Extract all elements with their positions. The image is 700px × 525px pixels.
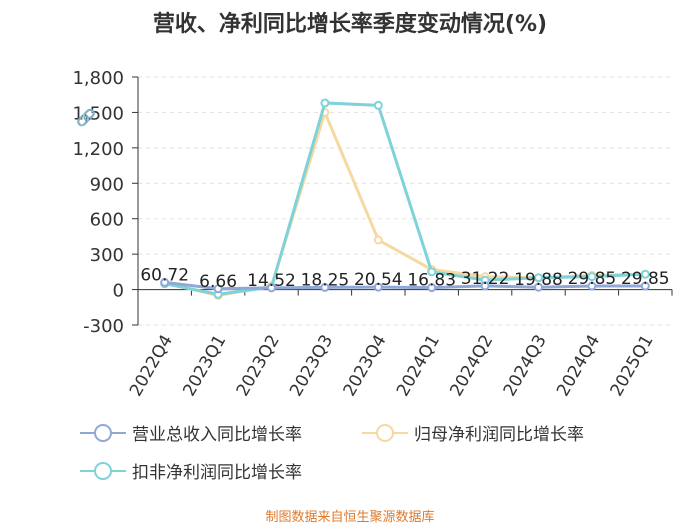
y-tick-label: 0 bbox=[113, 281, 124, 302]
data-label: 29.85 bbox=[621, 269, 670, 289]
data-point[interactable] bbox=[373, 282, 383, 292]
data-label: 18.25 bbox=[301, 270, 350, 290]
y-tick-label: 300 bbox=[90, 245, 124, 266]
series-layer bbox=[160, 98, 650, 300]
x-tick-label: 2024Q4 bbox=[553, 332, 604, 400]
data-point[interactable] bbox=[160, 277, 170, 287]
legend-item-revenue[interactable]: 营业总收入同比增长率 bbox=[80, 420, 302, 445]
x-tick-label: 2024Q3 bbox=[500, 332, 551, 400]
x-tick-label: 2022Q4 bbox=[126, 332, 177, 400]
data-label: 60.72 bbox=[140, 265, 189, 285]
legend-label: 营业总收入同比增长率 bbox=[132, 425, 302, 445]
legend-label: 扣非净利润同比增长率 bbox=[132, 463, 302, 483]
data-point[interactable] bbox=[427, 283, 437, 293]
x-tick-label: 2023Q2 bbox=[233, 332, 284, 400]
legend-marker-icon bbox=[80, 423, 126, 442]
data-point[interactable] bbox=[373, 235, 383, 245]
legend-marker-icon bbox=[362, 423, 408, 442]
data-point[interactable] bbox=[534, 273, 543, 283]
series-line bbox=[164, 280, 646, 291]
data-point[interactable] bbox=[587, 272, 597, 282]
data-point[interactable] bbox=[534, 282, 543, 292]
y-tick-label: 600 bbox=[90, 210, 124, 231]
data-label: 14.52 bbox=[247, 271, 296, 291]
series-line bbox=[164, 101, 646, 296]
data-point[interactable] bbox=[373, 100, 383, 110]
data-label: 31.22 bbox=[461, 269, 510, 289]
y-tick-label: 1,500 bbox=[72, 103, 124, 124]
series-line bbox=[164, 108, 646, 298]
x-tick-label: 2024Q1 bbox=[393, 332, 444, 400]
data-label: 29.85 bbox=[568, 269, 617, 289]
x-tick-label: 2023Q4 bbox=[340, 332, 391, 400]
y-tick-label: 1,800 bbox=[72, 68, 124, 89]
data-point[interactable] bbox=[640, 269, 650, 279]
data-point[interactable] bbox=[267, 283, 276, 293]
data-point[interactable] bbox=[587, 281, 597, 291]
x-tick-label: 2024Q2 bbox=[446, 331, 497, 399]
data-label: 16.83 bbox=[407, 271, 456, 291]
data-label: 6.66 bbox=[199, 272, 237, 292]
legend-label: 归母净利润同比增长率 bbox=[414, 425, 584, 445]
x-tick-label: 2023Q3 bbox=[286, 332, 337, 400]
grid-layer bbox=[138, 76, 672, 326]
data-point[interactable] bbox=[320, 98, 330, 108]
data-point[interactable] bbox=[480, 281, 490, 291]
link-icon: 🔗 bbox=[76, 108, 96, 127]
source-note: 制图数据来自恒生聚源数据库 bbox=[265, 510, 435, 525]
data-label: 20.54 bbox=[354, 270, 403, 290]
y-tick-label: 900 bbox=[90, 174, 124, 195]
y-tick-label: 1,200 bbox=[72, 139, 124, 160]
chart-title: 营收、净利同比增长率季度变动情况(%) bbox=[152, 12, 548, 37]
x-tick-label: 2025Q1 bbox=[607, 332, 658, 400]
y-tick-label: -300 bbox=[83, 316, 124, 337]
legend-item-net-profit[interactable]: 归母净利润同比增长率 bbox=[362, 420, 584, 445]
data-label: 19.88 bbox=[514, 270, 563, 290]
data-point[interactable] bbox=[213, 284, 223, 294]
data-point[interactable] bbox=[640, 281, 650, 291]
legend-item-deducted-profit[interactable]: 扣非净利润同比增长率 bbox=[80, 458, 302, 483]
data-point[interactable] bbox=[427, 267, 437, 277]
data-point[interactable] bbox=[320, 282, 330, 292]
x-tick-label: 2023Q1 bbox=[179, 332, 230, 400]
data-label-layer: 60.72 6.66 14.52 18.25 20.54 16.83 31.22 19.88 2… bbox=[140, 265, 669, 291]
legend-marker-icon bbox=[80, 461, 126, 480]
